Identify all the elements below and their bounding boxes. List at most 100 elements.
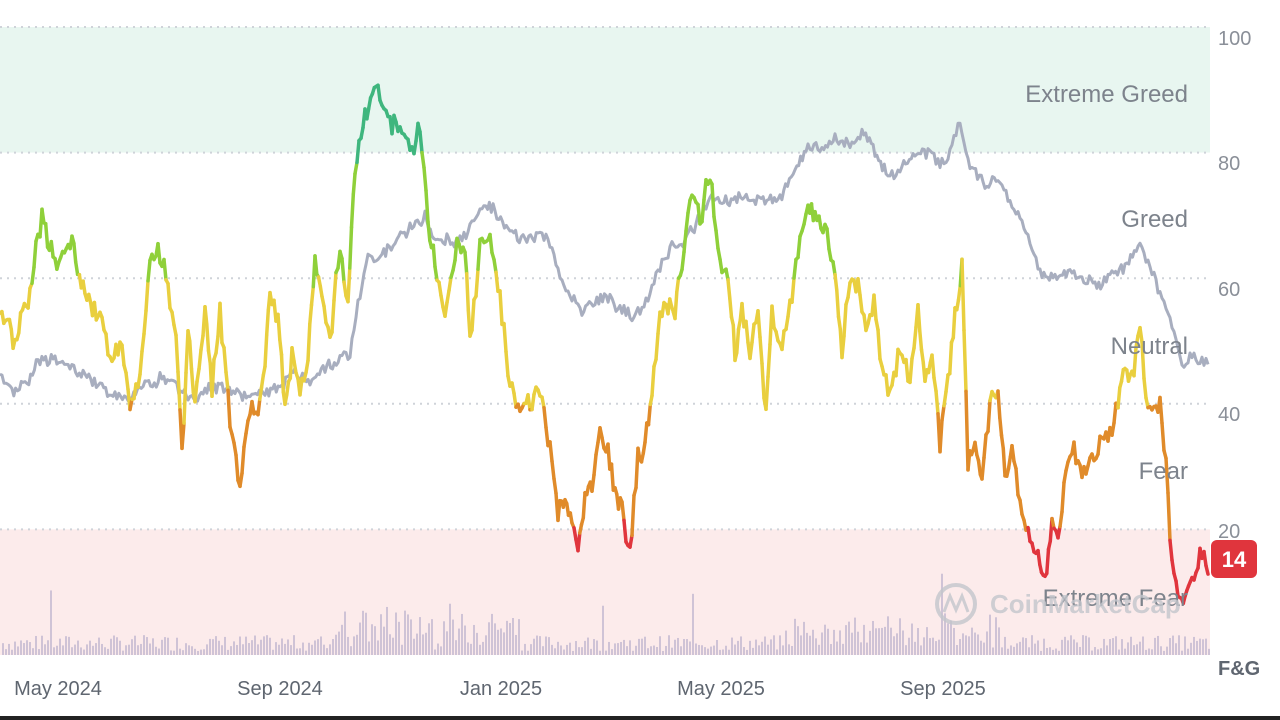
volume-bar <box>836 641 838 655</box>
index-segment <box>17 311 23 335</box>
volume-bar <box>923 637 925 655</box>
x-tick-label: May 2025 <box>677 678 765 700</box>
volume-bar <box>1028 647 1030 655</box>
index-segment <box>502 321 508 354</box>
volume-bar <box>803 621 805 655</box>
volume-bar <box>722 649 724 655</box>
index-segment <box>548 440 554 463</box>
volume-bar <box>131 639 133 655</box>
volume-bar <box>248 643 250 655</box>
volume-bar <box>428 623 430 655</box>
index-segment <box>918 329 924 352</box>
volume-bar <box>449 603 451 655</box>
volume-bar <box>233 641 235 655</box>
volume-bar <box>626 646 628 655</box>
volume-bar <box>602 605 604 655</box>
volume-bar <box>290 645 292 655</box>
index-segment <box>30 265 36 286</box>
volume-bar <box>1109 639 1111 655</box>
index-segment <box>756 309 762 339</box>
index-segment <box>426 220 432 243</box>
index-segment <box>433 264 439 282</box>
index-segment <box>443 300 449 318</box>
index-segment <box>654 331 660 362</box>
volume-bar <box>413 638 415 655</box>
gridlines <box>0 26 1210 531</box>
volume-bar <box>647 648 649 655</box>
index-segment <box>439 293 445 309</box>
index-segment <box>355 138 361 165</box>
index-segment <box>226 388 232 429</box>
volume-bar <box>119 640 121 655</box>
volume-bar <box>968 636 970 655</box>
index-segment <box>1164 456 1170 495</box>
index-segment <box>784 314 790 332</box>
volume-bar <box>485 635 487 655</box>
volume-bar <box>551 644 553 655</box>
index-segment <box>940 403 946 422</box>
index-segment <box>550 459 556 481</box>
volume-bar <box>782 645 784 655</box>
index-segment <box>1204 563 1210 576</box>
volume-bar <box>446 631 448 655</box>
volume-bar <box>530 644 532 655</box>
volume-bar <box>437 643 439 655</box>
volume-bar <box>806 632 808 655</box>
volume-bar <box>986 631 988 655</box>
index-segment <box>1138 325 1144 344</box>
index-segment <box>205 322 211 353</box>
volume-bar <box>143 635 145 655</box>
volume-bar <box>1040 650 1042 655</box>
volume-bar <box>29 642 31 655</box>
volume-bar <box>545 636 547 655</box>
volume-bar <box>1049 647 1051 655</box>
volume-bar <box>83 649 85 655</box>
volume-bar <box>701 645 703 655</box>
index-segment <box>1036 548 1042 567</box>
volume-bar <box>1004 636 1006 655</box>
volume-bar <box>953 627 955 655</box>
volume-bar <box>350 646 352 655</box>
index-segment <box>138 349 144 377</box>
index-segment <box>1170 558 1176 576</box>
volume-bar <box>677 637 679 655</box>
volume-bar <box>1190 642 1192 655</box>
volume-bar <box>617 643 619 655</box>
volume-bar <box>527 650 529 655</box>
index-segment <box>919 348 926 365</box>
volume-bar <box>257 644 259 655</box>
volume-bar <box>548 637 550 655</box>
index-segment <box>572 526 578 542</box>
index-segment <box>1116 385 1122 410</box>
volume-bar <box>1169 638 1171 655</box>
zone-label-extreme-fear: Extreme Fear <box>1043 585 1188 612</box>
volume-bar <box>179 648 181 655</box>
index-segment <box>831 260 837 277</box>
volume-bar <box>380 614 382 655</box>
index-segment <box>206 349 213 366</box>
index-segment <box>81 279 87 296</box>
coinmarketcap-logo-icon <box>935 583 977 625</box>
volume-bar <box>1202 639 1204 655</box>
index-segment <box>290 346 296 363</box>
index-segment <box>760 361 766 400</box>
volume-bar <box>1130 636 1132 655</box>
volume-bar <box>1070 635 1072 655</box>
volume-bar <box>44 644 46 655</box>
volume-bar <box>374 626 376 655</box>
volume-bar <box>500 628 502 655</box>
volume-bar <box>863 624 865 655</box>
volume-bar <box>791 645 793 655</box>
volume-bar <box>830 644 832 655</box>
index-segment <box>49 239 55 259</box>
index-segment <box>182 370 188 425</box>
volume-bar <box>620 641 622 655</box>
volume-bar <box>1079 646 1081 655</box>
index-segment <box>986 398 992 434</box>
index-segment <box>492 257 498 275</box>
volume-bar <box>1160 646 1162 655</box>
index-segment <box>276 312 282 342</box>
volume-bar <box>221 645 223 655</box>
current-value-text: 14 <box>1222 547 1247 572</box>
volume-bar <box>929 638 931 655</box>
